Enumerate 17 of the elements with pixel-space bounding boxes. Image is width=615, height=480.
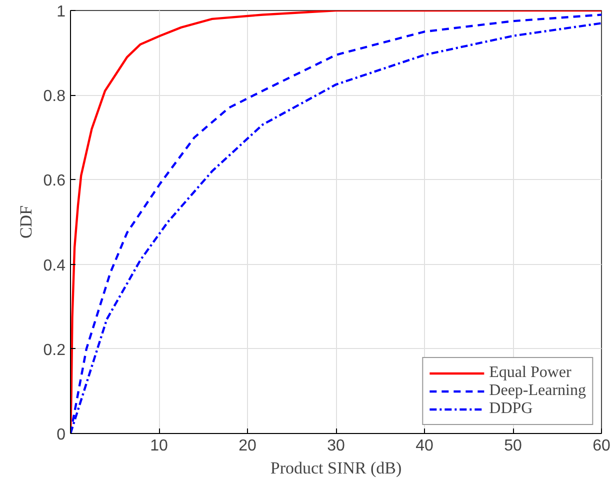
y-tick-label: 0.2 [43,342,66,359]
y-tick-label: 0.4 [43,257,66,274]
x-axis-title: Product SINR (dB) [270,458,402,478]
y-tick-label: 0.6 [43,172,66,190]
x-tick-label: 20 [238,438,256,454]
legend-label: Deep-Learning [489,382,586,400]
y-axis-title: CDF [16,205,36,239]
x-tick-label: 10 [150,438,168,454]
x-tick-label: 60 [592,438,610,454]
legend-label: DDPG [489,400,533,418]
y-tick-label: 0 [56,426,66,444]
x-tick-label: 40 [416,438,434,454]
y-tick-label: 0.8 [43,88,66,106]
y-tick-label: 1 [56,4,66,20]
x-tick-label: 50 [504,438,522,454]
x-tick-label: 30 [327,438,345,454]
legend-label: Equal Power [489,364,572,382]
